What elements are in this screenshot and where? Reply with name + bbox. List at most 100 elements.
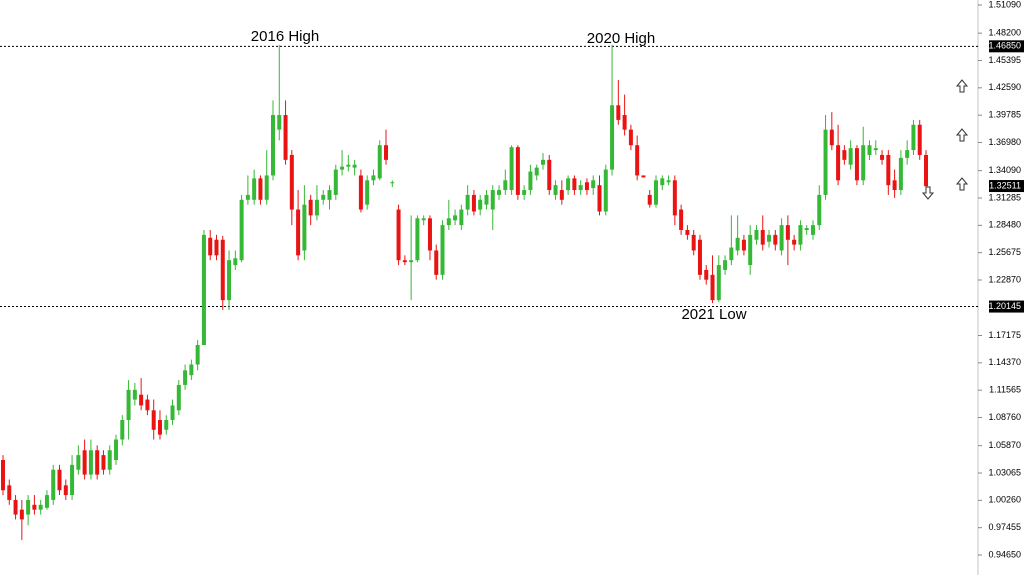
candle-body [873,148,878,151]
y-tick-label: 1.51090 [988,0,1021,9]
level-box [989,300,1024,313]
level-label: 1.46850 [988,41,1021,51]
candle-body [132,389,137,400]
candle-body [157,420,162,435]
y-tick-label: 1.11565 [989,385,1021,395]
candle-body [32,504,37,510]
candle-body [264,175,269,200]
candle-body [898,157,903,191]
candle-body [478,199,483,210]
candle-body [308,199,313,216]
candle-body [440,225,445,275]
y-tick-label: 1.48200 [988,28,1021,38]
candle-body [176,384,181,411]
candle-body [905,150,910,158]
candle-body [704,269,709,280]
candle-body [666,180,671,183]
candle-body [214,239,219,256]
candle-body [672,180,677,216]
candle-body [465,194,470,210]
y-tick-label: 1.31285 [988,192,1021,202]
candle-body [528,171,533,191]
candle-body [591,180,596,189]
candle-body [51,469,56,500]
candle-body [239,199,244,261]
candle-body [170,405,175,421]
candle-body [365,180,370,205]
candle-body [7,485,12,500]
candle-body [773,234,778,245]
up-arrow [955,128,969,142]
candle-body [748,234,753,266]
candle-body [358,175,363,210]
y-tick-label: 1.34090 [988,165,1021,175]
candle-body [848,148,853,165]
candle-body [553,185,558,195]
annotation: 2016 High [251,28,319,45]
candle-body [233,258,238,266]
candle-body [635,145,640,176]
signal-arrows [921,79,969,200]
candle-body [396,209,401,261]
candle-body [566,178,571,191]
candle-body [534,167,539,176]
candle-body [892,180,897,191]
y-tick-label: 1.08760 [988,412,1021,422]
candle-body [723,260,728,270]
candle-body [654,180,659,205]
up-arrow [955,177,969,191]
candle-body [321,194,326,200]
candle-body [471,194,476,212]
candle-body [139,394,144,406]
candle-body [754,230,759,240]
current-price-label: 1.32511 [989,180,1021,190]
candle-body [647,194,652,205]
candle-body [101,455,106,470]
candle-body [578,185,583,191]
candle-body [823,129,828,195]
candle-body [760,230,765,245]
y-tick-label: 1.03065 [988,467,1021,477]
candle-body [409,260,414,263]
candle-body [95,450,100,475]
candle-body [886,154,891,186]
candle-body [729,247,734,261]
candle-body [145,399,150,411]
candle-body [183,370,188,385]
candle-body [716,265,721,301]
candle-body [201,234,206,345]
candle-body [854,148,859,181]
candle-body [779,225,784,251]
candle-body [26,499,31,515]
y-tick-label: 1.22870 [988,274,1021,284]
candle-body [911,124,916,151]
candle-body [697,239,702,275]
candle-body [547,159,552,191]
candle-body [377,145,382,179]
candle-body [924,154,928,187]
candle-body [371,175,376,181]
level-box [989,40,1024,53]
candle-body [402,260,407,263]
candle-body [427,218,432,251]
y-tick-label: 1.00260 [988,495,1021,505]
candle-body [880,154,885,160]
candle-body [227,260,232,301]
y-tick-label: 1.45395 [988,55,1021,65]
candle-body [735,237,740,251]
y-tick-label: 1.36980 [988,137,1021,147]
candle-body [38,504,43,510]
candle-body [453,215,458,221]
candle-body [88,450,93,475]
candle-body [352,164,357,168]
candle-body [245,194,250,200]
candle-body [497,190,502,195]
candle-body [70,464,75,496]
candle-body [836,145,841,181]
candle-body [810,225,815,235]
candle-body [741,239,746,251]
candle-body [44,495,49,508]
annotation: 2020 High [587,30,655,47]
candle-body [189,364,194,376]
candle-body [641,175,646,178]
